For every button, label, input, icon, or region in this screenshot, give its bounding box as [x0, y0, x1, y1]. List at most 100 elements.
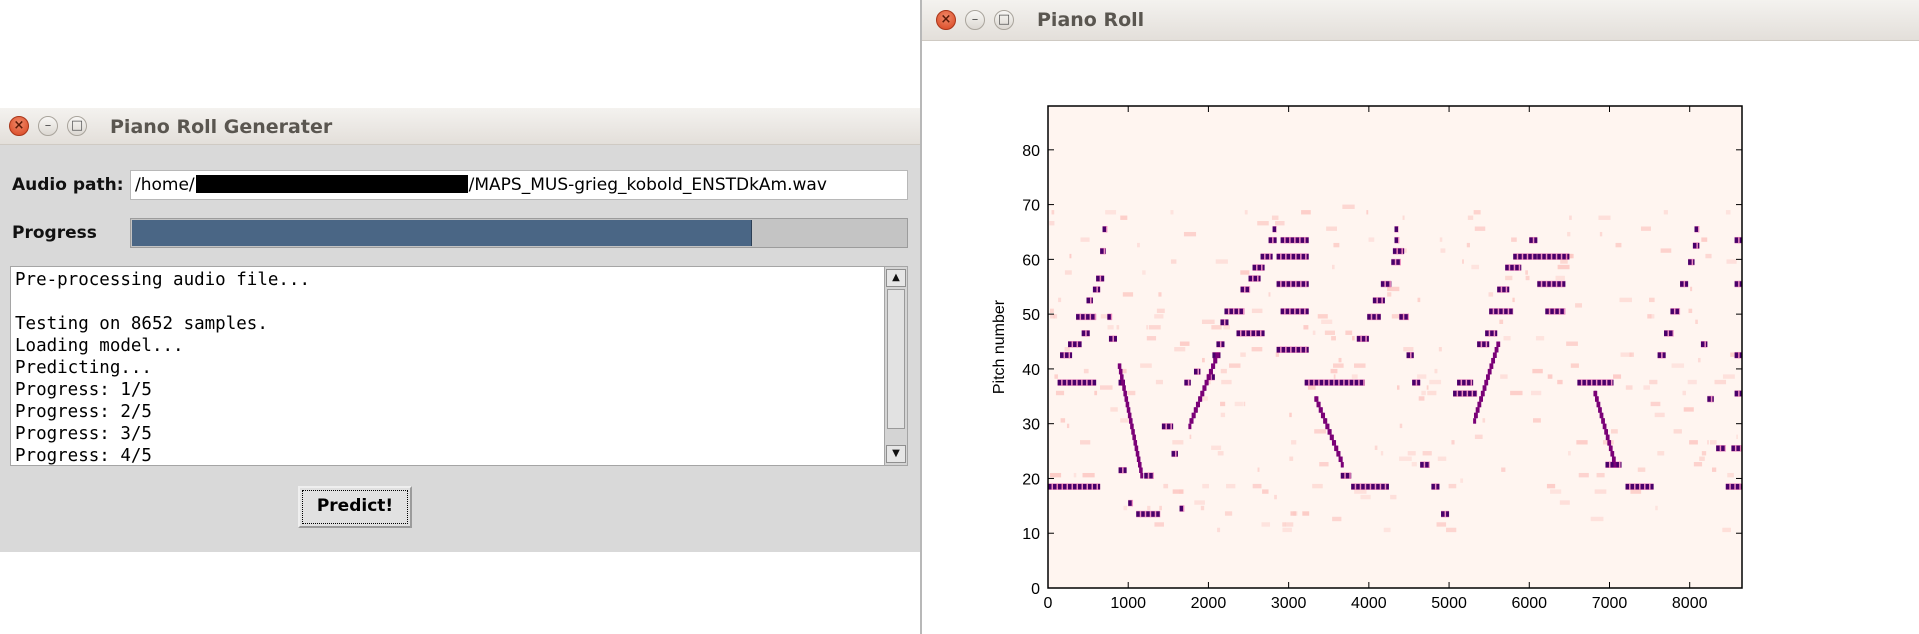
faint-activation — [1557, 264, 1570, 270]
note-frame — [1118, 467, 1123, 473]
note-event — [1081, 330, 1090, 337]
note-frame — [1467, 379, 1471, 386]
faint-activation — [1158, 292, 1162, 297]
note-frame — [1076, 314, 1080, 320]
note-frame — [1518, 253, 1522, 260]
faint-activation — [1275, 221, 1285, 226]
faint-activation — [1599, 231, 1603, 237]
glissando-frame — [1497, 341, 1501, 347]
note-frame — [1053, 483, 1057, 490]
note-frame — [1077, 379, 1082, 386]
note-frame — [1697, 242, 1700, 249]
faint-activation — [1714, 379, 1727, 385]
faint-activation — [1251, 308, 1263, 314]
glissando-frame — [1132, 434, 1136, 441]
log-scrollbar[interactable]: ▲ ▼ — [884, 267, 907, 465]
note-event — [1477, 341, 1490, 348]
note-frame — [1306, 347, 1309, 353]
note-frame — [1635, 483, 1640, 490]
faint-activation — [1321, 319, 1333, 324]
note-frame — [1645, 483, 1650, 490]
note-frame — [1224, 308, 1228, 315]
note-frame — [1490, 330, 1494, 337]
note-frame — [1339, 379, 1344, 386]
faint-activation — [1243, 401, 1246, 407]
note-frame — [1291, 253, 1296, 260]
faint-activation — [1503, 336, 1511, 341]
minimize-icon[interactable]: – — [38, 116, 58, 136]
maximize-icon[interactable]: □ — [994, 10, 1014, 30]
audio-path-input[interactable]: /home/ /MAPS_MUS-grieg_kobold_ENSTDkAm.wa… — [130, 170, 908, 200]
faint-activation — [1172, 489, 1184, 494]
faint-activation — [1050, 308, 1054, 314]
close-icon[interactable]: × — [936, 10, 956, 30]
note-halo — [1144, 472, 1154, 479]
x-tick-label: 7000 — [1592, 595, 1628, 612]
note-frame — [1261, 330, 1265, 337]
note-frame — [1285, 308, 1290, 315]
minimize-icon[interactable]: – — [965, 10, 985, 30]
note-frame — [1070, 352, 1073, 358]
note-event — [1694, 226, 1700, 233]
note-frame — [1073, 483, 1077, 490]
note-event — [1372, 297, 1385, 304]
note-frame — [1212, 352, 1216, 358]
maximize-icon[interactable]: □ — [67, 116, 87, 136]
faint-activation — [1319, 462, 1329, 467]
note-frame — [1377, 297, 1382, 304]
faint-activation — [1590, 516, 1604, 522]
note-event — [1734, 236, 1742, 244]
faint-activation — [1448, 483, 1457, 489]
faint-activation — [1411, 462, 1417, 467]
faint-activation — [1172, 440, 1184, 445]
note-frame — [1319, 379, 1324, 386]
faint-activation — [1555, 275, 1565, 281]
note-halo — [1092, 286, 1101, 293]
note-event — [1272, 226, 1277, 233]
faint-activation — [1268, 292, 1271, 297]
note-frame — [1286, 281, 1291, 287]
glissando-frame — [1209, 368, 1213, 375]
faint-activation — [1727, 472, 1734, 478]
note-frame — [1083, 483, 1087, 490]
left-window-titlebar[interactable]: × – □ Piano Roll Generater — [0, 108, 920, 145]
scroll-up-icon[interactable]: ▲ — [886, 269, 906, 287]
glissando — [1117, 363, 1144, 479]
note-frame — [1144, 472, 1148, 479]
note-frame — [1394, 226, 1399, 232]
note-event — [1304, 379, 1365, 386]
right-window-titlebar[interactable]: × – □ Piano Roll — [922, 0, 1919, 41]
note-frame — [1290, 308, 1295, 315]
note-halo — [1441, 510, 1450, 518]
predict-button[interactable]: Predict! — [298, 486, 412, 528]
close-icon[interactable]: × — [9, 116, 29, 136]
faint-activation — [1244, 210, 1248, 215]
note-frame — [1725, 483, 1730, 490]
scroll-down-icon[interactable]: ▼ — [886, 445, 906, 463]
glissando-frame — [1135, 445, 1139, 452]
note-frame — [1087, 379, 1092, 386]
note-halo — [1216, 341, 1225, 348]
note-halo — [1670, 308, 1681, 315]
glissando-frame — [1319, 407, 1323, 413]
note-frame — [1146, 511, 1150, 517]
faint-activation — [1560, 259, 1568, 264]
note-frame — [1731, 445, 1735, 452]
note-event — [1734, 390, 1742, 397]
audio-path-prefix: /home/ — [135, 175, 195, 195]
faint-activation — [1220, 401, 1226, 407]
note-event — [1068, 341, 1082, 348]
note-event — [1107, 313, 1113, 321]
note-frame — [1650, 483, 1654, 490]
faint-activation — [1262, 489, 1269, 494]
faint-activation — [1275, 352, 1280, 357]
faint-activation — [1403, 347, 1414, 352]
note-frame — [1547, 253, 1551, 260]
faint-activation — [1576, 440, 1588, 445]
note-event — [1076, 313, 1097, 321]
scrollbar-thumb[interactable] — [887, 289, 905, 429]
note-frame — [1067, 379, 1072, 386]
faint-activation — [1332, 516, 1342, 522]
note-frame — [1417, 379, 1421, 386]
log-output[interactable]: Pre-processing audio file... Testing on 8… — [10, 266, 908, 466]
